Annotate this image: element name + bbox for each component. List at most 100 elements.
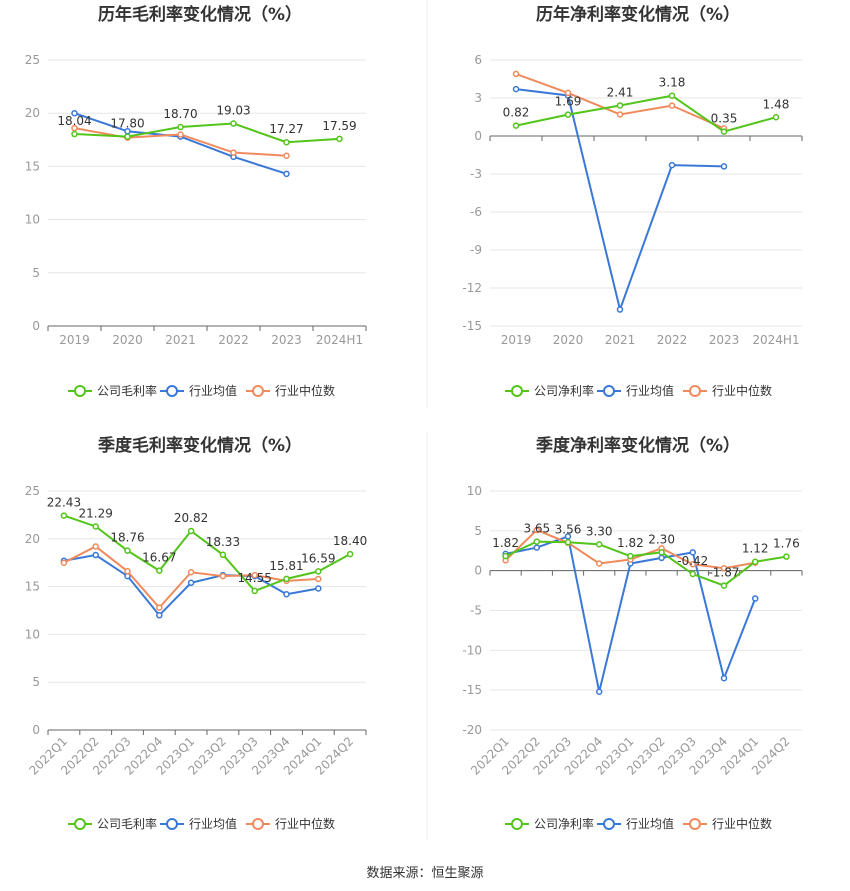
data-point-avg[interactable] bbox=[751, 595, 759, 602]
legend-item-company[interactable]: 公司毛利率 bbox=[68, 383, 157, 398]
legend-item-company[interactable]: 公司净利率 bbox=[505, 383, 594, 398]
data-point-median[interactable] bbox=[616, 111, 624, 118]
data-point-company[interactable] bbox=[668, 92, 676, 99]
data-point-company[interactable] bbox=[283, 138, 290, 146]
data-point-avg[interactable] bbox=[156, 612, 163, 619]
legend-item-median[interactable]: 行业中位数 bbox=[683, 383, 772, 398]
data-point-avg[interactable] bbox=[595, 688, 603, 696]
data-point-avg[interactable] bbox=[720, 163, 728, 170]
legend-item-avg[interactable]: 行业均值 bbox=[160, 816, 237, 831]
data-point-avg[interactable] bbox=[283, 590, 290, 598]
data-point-company[interactable] bbox=[177, 123, 184, 131]
data-point-median[interactable] bbox=[533, 526, 541, 534]
data-point-company[interactable] bbox=[689, 570, 697, 578]
data-point-median[interactable] bbox=[187, 569, 195, 576]
legend-item-company[interactable]: 公司毛利率 bbox=[68, 816, 157, 831]
legend-label: 行业中位数 bbox=[275, 383, 335, 398]
data-point-company[interactable] bbox=[187, 527, 195, 535]
data-label: 1.82 bbox=[492, 536, 519, 550]
data-point-company[interactable] bbox=[564, 111, 572, 118]
data-point-median[interactable] bbox=[124, 568, 131, 575]
data-point-company[interactable] bbox=[71, 130, 78, 138]
data-point-median[interactable] bbox=[71, 124, 78, 132]
data-point-company[interactable] bbox=[720, 582, 728, 589]
data-point-company[interactable] bbox=[230, 120, 237, 127]
data-point-company[interactable] bbox=[564, 539, 572, 546]
data-point-company[interactable] bbox=[315, 568, 322, 575]
data-point-company[interactable] bbox=[751, 558, 759, 565]
data-point-company[interactable] bbox=[533, 538, 541, 545]
data-label: -1.87 bbox=[708, 566, 739, 580]
data-point-median[interactable] bbox=[156, 604, 163, 611]
data-point-avg[interactable] bbox=[658, 554, 665, 562]
y-tick-label: -6 bbox=[470, 205, 482, 219]
data-point-company[interactable] bbox=[92, 523, 99, 530]
data-point-company[interactable] bbox=[124, 133, 131, 140]
data-point-avg[interactable] bbox=[720, 674, 728, 682]
data-point-company[interactable] bbox=[283, 575, 290, 583]
data-point-avg[interactable] bbox=[92, 551, 99, 559]
data-point-avg[interactable] bbox=[689, 549, 697, 556]
data-point-company[interactable] bbox=[60, 512, 68, 519]
data-point-avg[interactable] bbox=[315, 585, 322, 592]
series-line-company bbox=[63, 514, 351, 593]
data-point-company[interactable] bbox=[124, 547, 131, 554]
data-point-company[interactable] bbox=[772, 114, 780, 121]
data-point-avg[interactable] bbox=[564, 533, 572, 540]
data-point-avg[interactable] bbox=[668, 161, 676, 169]
data-point-avg[interactable] bbox=[187, 579, 195, 587]
legend-item-median[interactable]: 行业中位数 bbox=[246, 383, 335, 398]
legend-marker bbox=[689, 385, 701, 397]
data-label: 17.80 bbox=[110, 117, 144, 131]
data-point-median[interactable] bbox=[512, 70, 520, 78]
data-point-company[interactable] bbox=[346, 550, 354, 558]
data-point-company[interactable] bbox=[219, 551, 227, 559]
data-point-avg[interactable] bbox=[616, 306, 624, 313]
y-tick-label: -20 bbox=[462, 723, 482, 737]
data-point-median[interactable] bbox=[689, 561, 697, 568]
legend-item-median[interactable]: 行业中位数 bbox=[246, 816, 335, 831]
data-point-median[interactable] bbox=[564, 89, 572, 97]
y-tick-label: 5 bbox=[32, 675, 40, 689]
data-point-company[interactable] bbox=[156, 567, 163, 574]
data-point-company[interactable] bbox=[595, 541, 603, 548]
data-point-company[interactable] bbox=[616, 102, 624, 109]
data-point-company[interactable] bbox=[627, 552, 634, 560]
data-point-median[interactable] bbox=[177, 131, 184, 138]
data-point-median[interactable] bbox=[283, 152, 290, 160]
data-point-median[interactable] bbox=[230, 149, 237, 156]
y-tick-label: 0 bbox=[474, 129, 482, 143]
legend-item-avg[interactable]: 行业均值 bbox=[597, 816, 674, 831]
data-point-median[interactable] bbox=[92, 543, 99, 550]
legend-marker bbox=[603, 818, 615, 830]
chart-title: 历年毛利率变化情况（%） bbox=[98, 4, 302, 25]
data-point-median[interactable] bbox=[595, 560, 603, 567]
data-point-avg[interactable] bbox=[533, 544, 541, 551]
legend-item-avg[interactable]: 行业均值 bbox=[597, 383, 674, 398]
data-point-company[interactable] bbox=[783, 553, 790, 560]
data-label: 3.56 bbox=[555, 522, 582, 536]
legend-label: 公司毛利率 bbox=[97, 383, 157, 398]
legend-item-avg[interactable]: 行业均值 bbox=[160, 383, 237, 398]
data-point-company[interactable] bbox=[251, 587, 258, 595]
legend-item-median[interactable]: 行业中位数 bbox=[683, 816, 772, 831]
data-point-median[interactable] bbox=[60, 559, 68, 566]
data-point-avg[interactable] bbox=[71, 109, 78, 117]
data-point-avg[interactable] bbox=[512, 85, 520, 93]
data-point-median[interactable] bbox=[668, 102, 676, 109]
data-point-company[interactable] bbox=[658, 549, 665, 556]
y-tick-label: 25 bbox=[25, 484, 40, 498]
data-point-company[interactable] bbox=[336, 135, 343, 143]
x-tick-label: 2020 bbox=[553, 333, 584, 347]
data-point-median[interactable] bbox=[720, 565, 728, 572]
data-point-company[interactable] bbox=[720, 128, 728, 135]
legend-item-company[interactable]: 公司净利率 bbox=[505, 816, 594, 831]
data-point-median[interactable] bbox=[219, 572, 227, 580]
data-point-median[interactable] bbox=[251, 571, 258, 579]
data-point-avg[interactable] bbox=[283, 170, 290, 178]
data-label: 1.48 bbox=[763, 97, 790, 111]
data-point-median[interactable] bbox=[315, 575, 322, 583]
legend: 公司净利率 行业均值 行业中位数 bbox=[505, 383, 772, 398]
data-point-company[interactable] bbox=[512, 122, 520, 129]
data-point-company[interactable] bbox=[502, 552, 509, 560]
